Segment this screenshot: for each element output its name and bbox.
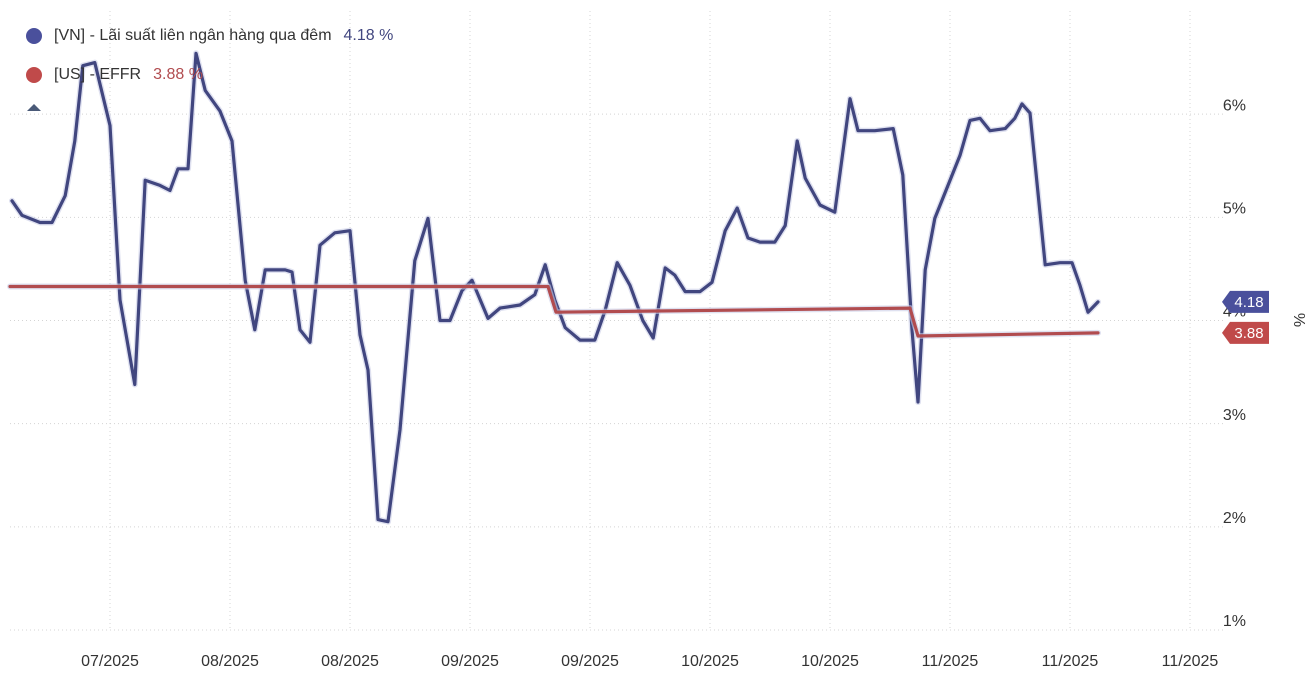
legend-label: [US] - EFFR 3.88 %	[54, 66, 203, 83]
value-badge-label: 3.88	[1234, 325, 1263, 342]
x-tick-label: 11/2025	[922, 653, 979, 670]
x-tick-label: 08/2025	[201, 653, 259, 670]
x-tick-label: 07/2025	[81, 653, 139, 670]
x-tick-label: 09/2025	[441, 653, 499, 670]
y-tick-label: 1%	[1223, 613, 1246, 630]
legend-dot	[26, 67, 42, 83]
value-badge-label: 4.18	[1234, 294, 1263, 311]
y-axis-label: %	[1290, 313, 1307, 327]
legend-label: [VN] - Lãi suất liên ngân hàng qua đêm 4.…	[54, 27, 393, 44]
legend-dot	[26, 28, 42, 44]
x-tick-label: 11/2025	[1162, 653, 1219, 670]
legend-value: 3.88 %	[153, 66, 203, 83]
legend-name: [VN] - Lãi suất liên ngân hàng qua đêm	[54, 27, 332, 44]
x-tick-label: 09/2025	[561, 653, 619, 670]
x-tick-label: 10/2025	[681, 653, 739, 670]
y-tick-label: 6%	[1223, 97, 1246, 114]
legend-name: [US] - EFFR	[54, 66, 141, 83]
value-badge	[1222, 321, 1269, 344]
legend-value: 4.18 %	[344, 27, 394, 44]
y-tick-label: 2%	[1223, 510, 1246, 527]
x-tick-label: 10/2025	[801, 653, 859, 670]
value-badge	[1222, 290, 1269, 313]
y-tick-label: 3%	[1223, 407, 1246, 424]
collapse-icon[interactable]	[27, 104, 41, 111]
y-tick-label: 5%	[1223, 201, 1246, 218]
series-line	[8, 284, 1100, 338]
x-tick-label: 08/2025	[321, 653, 379, 670]
x-tick-label: 11/2025	[1042, 653, 1099, 670]
